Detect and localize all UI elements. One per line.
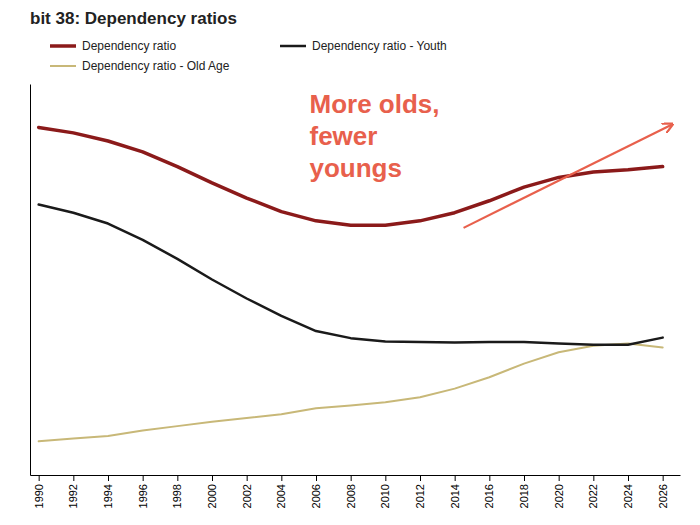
x-tick: 2010	[379, 475, 391, 508]
annotations: More olds,feweryoungs	[310, 89, 672, 228]
x-tick: 2006	[310, 475, 322, 508]
x-tick-mark	[281, 475, 282, 481]
annotation-text: youngs	[310, 153, 402, 183]
x-axis: 1990 1992 1994 1996 1998 2000 2002 2004 2006 2008…	[31, 475, 681, 508]
x-tick-label: 2020	[553, 484, 565, 508]
x-tick-mark	[39, 475, 40, 481]
x-tick-label: 1994	[102, 484, 114, 508]
x-tick-label: 1992	[67, 484, 79, 508]
annotation-arrow	[464, 125, 672, 228]
series-line	[39, 344, 663, 442]
x-tick-label: 2022	[587, 484, 599, 508]
x-tick-label: 1996	[137, 484, 149, 508]
x-tick-mark	[628, 475, 629, 481]
x-tick-mark	[143, 475, 144, 481]
chart-svg: 1990 1992 1994 1996 1998 2000 2002 2004 2006 2008…	[0, 0, 700, 525]
x-tick-label: 2018	[518, 484, 530, 508]
x-tick-label: 2024	[622, 484, 634, 508]
x-tick-label: 2014	[449, 484, 461, 508]
x-axis-line	[31, 475, 681, 476]
x-tick: 2002	[241, 475, 253, 508]
legend-item: Dependency ratio - Old Age	[50, 59, 230, 73]
x-tick-mark	[73, 475, 74, 481]
x-tick-mark	[593, 475, 594, 481]
x-tick-mark	[420, 475, 421, 481]
x-tick-mark	[351, 475, 352, 481]
x-tick: 2016	[483, 475, 495, 508]
x-tick-label: 2010	[379, 484, 391, 508]
x-tick-mark	[455, 475, 456, 481]
x-tick: 2020	[553, 475, 565, 508]
legend-swatch	[50, 44, 76, 48]
x-tick: 1998	[171, 475, 183, 508]
y-axis	[30, 85, 31, 476]
x-tick-label: 2006	[310, 484, 322, 508]
legend-swatch	[50, 65, 76, 67]
legend-swatch	[280, 45, 306, 48]
x-tick: 2008	[345, 475, 357, 508]
x-tick-label: 2000	[206, 484, 218, 508]
annotation-text: fewer	[310, 121, 378, 151]
legend-label: Dependency ratio - Youth	[312, 39, 447, 53]
x-tick-mark	[316, 475, 317, 481]
x-tick: 2014	[449, 475, 461, 508]
x-tick: 2026	[657, 475, 669, 508]
x-tick-mark	[663, 475, 664, 481]
legend-label: Dependency ratio	[82, 39, 176, 53]
x-tick: 1996	[137, 475, 149, 508]
x-tick-mark	[247, 475, 248, 481]
x-tick: 1994	[102, 475, 114, 508]
legend-item: Dependency ratio	[50, 39, 176, 53]
x-tick-mark	[108, 475, 109, 481]
x-tick-mark	[177, 475, 178, 481]
x-tick-label: 2012	[414, 484, 426, 508]
x-tick-label: 2016	[483, 484, 495, 508]
x-tick: 1990	[33, 475, 45, 508]
y-axis-line	[30, 85, 31, 476]
x-tick-mark	[489, 475, 490, 481]
plot-area: 1990 1992 1994 1996 1998 2000 2002 2004 2006 2008…	[31, 85, 681, 509]
x-tick-mark	[385, 475, 386, 481]
x-tick-label: 1990	[33, 484, 45, 508]
x-tick-label: 2004	[275, 484, 287, 508]
legend-item: Dependency ratio - Youth	[280, 39, 447, 53]
x-tick: 2022	[587, 475, 599, 508]
legend: Dependency ratio Dependency ratio - Youth…	[50, 39, 447, 73]
legend-label: Dependency ratio - Old Age	[82, 59, 230, 73]
x-tick-mark	[559, 475, 560, 481]
x-tick: 2012	[414, 475, 426, 508]
x-tick-label: 2026	[657, 484, 669, 508]
x-tick-label: 2002	[241, 484, 253, 508]
x-tick: 2004	[275, 475, 287, 508]
x-tick: 2000	[206, 475, 218, 508]
x-tick-mark	[212, 475, 213, 481]
chart-title: bit 38: Dependency ratios	[30, 9, 237, 28]
x-tick-label: 1998	[171, 484, 183, 508]
annotation-text: More olds,	[310, 89, 440, 119]
x-tick: 1992	[67, 475, 79, 508]
x-tick: 2024	[622, 475, 634, 508]
x-tick: 2018	[518, 475, 530, 508]
x-tick-mark	[524, 475, 525, 481]
x-tick-label: 2008	[345, 484, 357, 508]
chart-container: 1990 1992 1994 1996 1998 2000 2002 2004 2006 2008…	[0, 0, 700, 525]
